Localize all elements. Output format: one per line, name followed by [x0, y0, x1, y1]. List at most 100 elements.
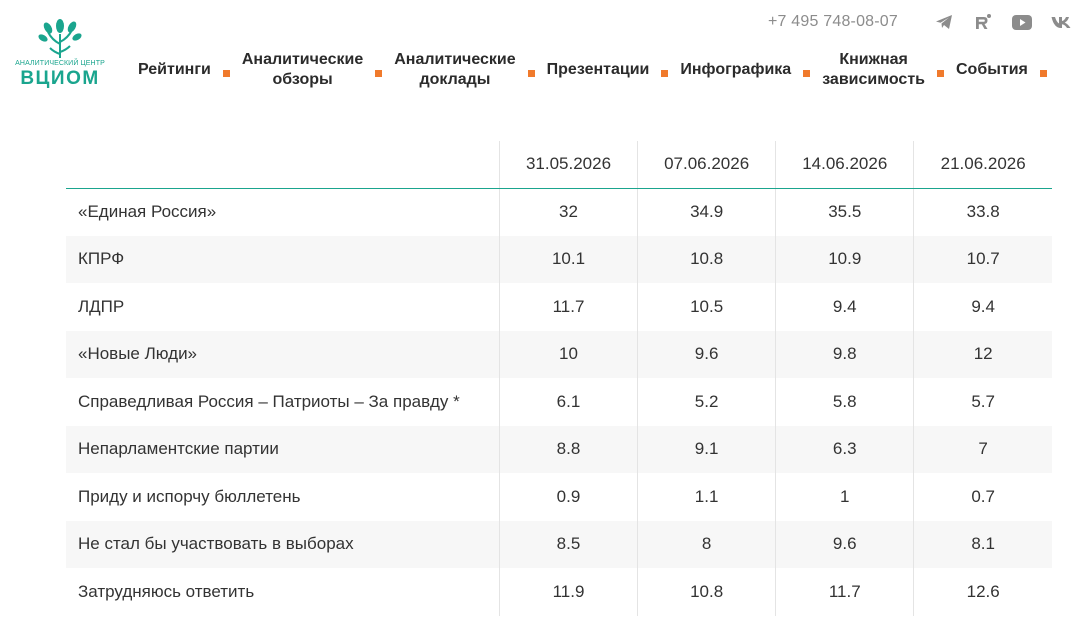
cell-value: 6.3 [775, 425, 914, 473]
vk-icon[interactable] [1050, 11, 1072, 33]
table-row: Приду и испорчу бюллетень 0.9 1.1 1 0.7 [66, 473, 1052, 521]
cell-value: 10.5 [637, 283, 776, 331]
phone-link[interactable]: +7 495 748-08-07 [768, 13, 898, 30]
telegram-icon[interactable] [933, 11, 955, 33]
cell-value: 1.1 [637, 473, 776, 521]
row-label: Не стал бы участвовать в выборах [66, 520, 500, 568]
cell-value: 9.8 [775, 330, 914, 378]
cell-value: 33.8 [913, 188, 1052, 236]
cell-value: 9.6 [775, 520, 914, 568]
nav-separator [222, 69, 230, 77]
nav-item-ratings[interactable]: Рейтинги [126, 60, 223, 80]
cell-value: 11.7 [498, 283, 638, 331]
table-row: Непарламентские партии 8.8 9.1 6.3 7 [66, 425, 1052, 473]
nav-separator [803, 69, 811, 77]
youtube-icon[interactable] [1011, 11, 1033, 33]
table-header-row: 31.05.2026 07.06.2026 14.06.2026 21.06.2… [66, 141, 1052, 189]
cell-value: 8.8 [498, 425, 638, 473]
table-body: «Единая Россия» 32 34.9 35.5 33.8 КПРФ 1… [66, 188, 1052, 616]
cell-value: 32 [498, 188, 638, 236]
cell-value: 8 [637, 520, 776, 568]
nav-separator [527, 69, 535, 77]
tree-logo-icon [38, 19, 82, 58]
cell-value: 8.5 [498, 520, 638, 568]
row-label: Приду и испорчу бюллетень [78, 486, 301, 506]
nav-item-infographics[interactable]: Инфографика [668, 60, 803, 80]
cell-value: 9.4 [775, 283, 914, 331]
table-row: ЛДПР 11.7 10.5 9.4 9.4 [66, 283, 1052, 331]
column-header-date: 14.06.2026 [775, 141, 914, 189]
nav-separator [375, 69, 383, 77]
cell-value: 10 [498, 330, 638, 378]
cell-value: 35.5 [775, 188, 914, 236]
header-corner [66, 141, 500, 189]
cell-value: 10.7 [913, 235, 1052, 283]
main-nav: Рейтинги Аналитические обзоры Аналитическ… [126, 48, 1047, 92]
cell-value: 12 [913, 330, 1052, 378]
nav-item-analytical-reports[interactable]: Аналитические доклады [382, 50, 527, 90]
nav-label: обзоры [272, 71, 333, 88]
cell-value: 12.6 [913, 568, 1052, 616]
cell-value: 0.7 [913, 473, 1052, 521]
cell-value: 1 [775, 473, 914, 521]
column-header-date: 31.05.2026 [498, 141, 638, 189]
cell-value: 9.6 [637, 330, 776, 378]
row-label: КПРФ [66, 235, 500, 283]
cell-value: 10.9 [775, 235, 914, 283]
cell-value: 10.8 [637, 235, 776, 283]
table-row: «Единая Россия» 32 34.9 35.5 33.8 [66, 188, 1052, 236]
column-header-date: 07.06.2026 [637, 141, 776, 189]
cell-value: 7 [913, 425, 1052, 473]
cell-value: 0.9 [498, 473, 638, 521]
table-row: КПРФ 10.1 10.8 10.9 10.7 [66, 235, 1052, 283]
table-row: Не стал бы участвовать в выборах 8.5 8 9… [66, 520, 1052, 568]
nav-label: Аналитические [394, 51, 516, 68]
cell-value: 11.7 [775, 568, 914, 616]
logo-brand: ВЦИОМ [20, 68, 100, 89]
cell-value: 5.8 [775, 378, 914, 426]
nav-item-analytical-reviews[interactable]: Аналитические обзоры [230, 50, 375, 90]
cell-value: 10.8 [637, 568, 776, 616]
column-header-date: 21.06.2026 [913, 141, 1052, 189]
nav-label: доклады [419, 71, 491, 88]
nav-label: Книжная [839, 51, 908, 68]
cell-value: 6.1 [498, 378, 638, 426]
nav-label: Презентации [546, 61, 650, 78]
logo-subtitle: АНАЛИТИЧЕСКИЙ ЦЕНТР [15, 60, 105, 67]
party-rating-table: 31.05.2026 07.06.2026 14.06.2026 21.06.2… [66, 141, 1052, 616]
cell-value: 34.9 [637, 188, 776, 236]
table-row: Затрудняюсь ответить 11.9 10.8 11.7 12.6 [66, 568, 1052, 616]
rutube-icon[interactable] [972, 11, 994, 33]
nav-separator [661, 69, 669, 77]
row-label: Непарламентские партии [66, 425, 500, 473]
table-wrapper: 31.05.2026 07.06.2026 14.06.2026 21.06.2… [66, 141, 1052, 616]
nav-label: зависимость [822, 71, 925, 88]
vciom-logo[interactable]: АНАЛИТИЧЕСКИЙ ЦЕНТР ВЦИОМ [14, 18, 106, 89]
nav-item-events[interactable]: События [944, 60, 1040, 80]
row-label: ЛДПР [78, 296, 125, 316]
nav-label: События [956, 61, 1028, 78]
row-label: «Единая Россия» [78, 202, 217, 221]
nav-item-presentations[interactable]: Презентации [535, 60, 662, 80]
cell-value: 8.1 [913, 520, 1052, 568]
row-label: «Новые Люди» [66, 330, 500, 378]
rating-table-card: 31.05.2026 07.06.2026 14.06.2026 21.06.2… [0, 108, 1086, 638]
top-contact-bar: +7 495 748-08-07 [768, 10, 1072, 34]
nav-label: Инфографика [680, 61, 792, 78]
row-label: Справедливая Россия – Патриоты – За прав… [78, 391, 460, 411]
table-row: «Новые Люди» 10 9.6 9.8 12 [66, 330, 1052, 378]
cell-value: 9.4 [913, 283, 1052, 331]
cell-value: 5.7 [913, 378, 1052, 426]
cell-value: 11.9 [498, 568, 638, 616]
cell-value: 10.1 [498, 235, 638, 283]
nav-separator [1039, 69, 1047, 77]
nav-item-book-addiction[interactable]: Книжная зависимость [810, 50, 937, 90]
row-label: Затрудняюсь ответить [78, 581, 255, 601]
cell-value: 5.2 [637, 378, 776, 426]
nav-separator [937, 69, 944, 77]
nav-label: Аналитические [241, 51, 364, 68]
table-row: Справедливая Россия – Патриоты – За прав… [66, 378, 1052, 426]
nav-label: Рейтинги [138, 61, 211, 78]
site-header: АНАЛИТИЧЕСКИЙ ЦЕНТР ВЦИОМ +7 495 748-08-… [0, 0, 1086, 108]
cell-value: 9.1 [637, 425, 776, 473]
